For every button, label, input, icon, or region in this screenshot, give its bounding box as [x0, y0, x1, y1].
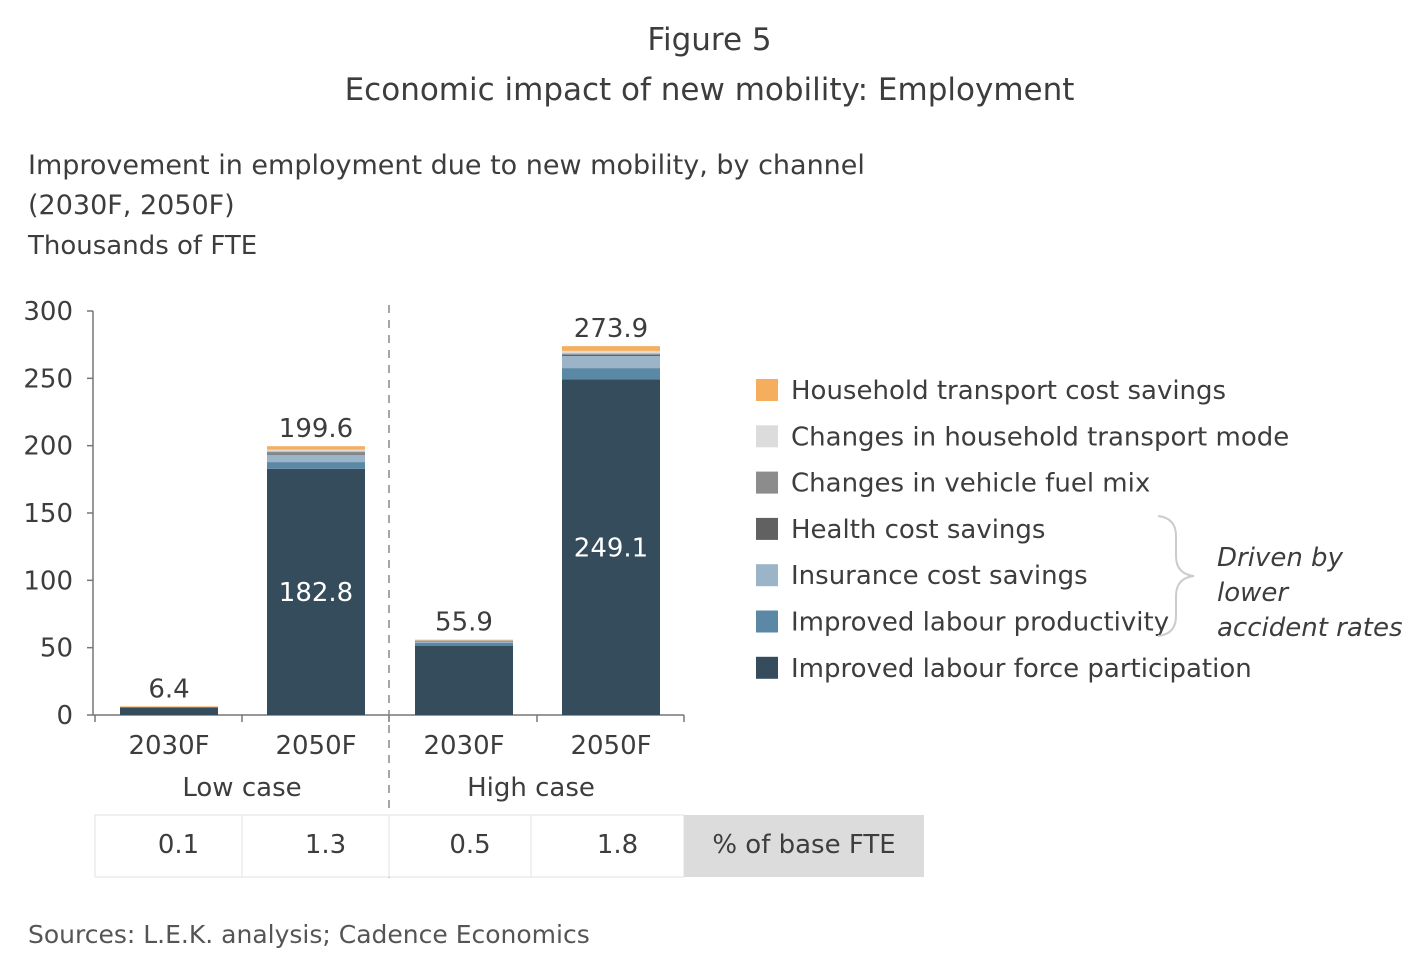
figure-label: Figure 5: [647, 22, 772, 58]
bar-segment-household-transport-cost-savings: [267, 446, 365, 450]
y-tick-label: 250: [23, 364, 73, 394]
x-tick-label: 2050F: [275, 731, 356, 761]
legend-label: Improved labour productivity: [791, 608, 1169, 638]
bar-segment-household-transport-cost-savings: [562, 346, 660, 351]
y-tick-label: 100: [23, 566, 73, 596]
pct-cell: 1.3: [305, 830, 346, 860]
legend-swatch: [756, 471, 778, 494]
legend-swatch: [756, 425, 778, 448]
bar-segment-household-transport-cost-savings: [415, 639, 513, 641]
bar-segment-improved-labour-force-participation: [562, 379, 660, 715]
bar-segment-improved-labour-force-participation: [120, 707, 218, 715]
legend-swatch: [756, 379, 778, 401]
group-label: Low case: [182, 773, 301, 803]
legend-swatch: [756, 656, 778, 679]
bar-inner-label: 182.8: [279, 578, 353, 608]
legend-label: Health cost savings: [791, 515, 1045, 545]
bar-total-label: 55.9: [435, 608, 493, 638]
bar-segment-improved-labour-productivity: [415, 642, 513, 646]
annotation-text: accident rates: [1217, 613, 1403, 643]
legend-label: Changes in household transport mode: [791, 422, 1289, 452]
bar-segment-changes-in-household-transport-mode: [415, 640, 513, 641]
legend-label: Household transport cost savings: [791, 376, 1226, 406]
legend-swatch: [756, 564, 778, 587]
legend-label: Insurance cost savings: [791, 561, 1088, 591]
pct-cell: 0.1: [158, 830, 199, 860]
bar-segment-insurance-cost-savings: [415, 640, 513, 643]
y-tick-label: 150: [23, 499, 73, 529]
units-label: Thousands of FTE: [28, 231, 258, 261]
bar-segment-improved-labour-force-participation: [267, 468, 365, 715]
bar-segment-household-transport-cost-savings: [120, 706, 218, 707]
legend-label: Improved labour force participation: [791, 654, 1252, 684]
bar-segment-improved-labour-productivity: [267, 462, 365, 469]
y-tick-label: 0: [56, 701, 73, 731]
legend-swatch: [756, 610, 778, 633]
pct-label: % of base FTE: [712, 830, 895, 860]
bar-segment-changes-in-vehicle-fuel-mix: [562, 353, 660, 355]
group-label: High case: [467, 773, 595, 803]
bar-segment-health-cost-savings: [267, 453, 365, 455]
pct-cell: 0.5: [449, 830, 490, 860]
chart-subtitle-years: (2030F, 2050F): [28, 190, 235, 221]
bar-segment-improved-labour-force-participation: [415, 645, 513, 715]
bar-segment-changes-in-household-transport-mode: [267, 449, 365, 452]
bar-total-label: 199.6: [279, 414, 353, 444]
bar-inner-label: 249.1: [574, 533, 648, 563]
y-tick-label: 200: [23, 432, 73, 462]
x-tick-label: 2030F: [128, 731, 209, 761]
x-tick-label: 2030F: [423, 731, 504, 761]
pct-label-cell: [684, 815, 924, 877]
bar-segment-insurance-cost-savings: [562, 355, 660, 369]
y-tick-label: 300: [23, 297, 73, 327]
x-tick-label: 2050F: [570, 731, 651, 761]
chart-subtitle: Improvement in employment due to new mob…: [28, 150, 865, 181]
bar-total-label: 6.4: [148, 674, 189, 704]
y-tick-label: 50: [40, 634, 73, 664]
bar-segment-improved-labour-productivity: [120, 707, 218, 708]
bar-segment-changes-in-household-transport-mode: [562, 350, 660, 354]
bar-segment-changes-in-vehicle-fuel-mix: [267, 451, 365, 454]
bar-total-label: 273.9: [574, 314, 648, 344]
pct-cell: 1.8: [597, 830, 638, 860]
legend-swatch: [756, 517, 778, 540]
source-note: Sources: L.E.K. analysis; Cadence Econom…: [28, 920, 590, 949]
annotation-text: Driven by: [1217, 543, 1344, 573]
bar-segment-improved-labour-productivity: [562, 368, 660, 380]
brace-icon: [1157, 515, 1195, 637]
bar-segment-health-cost-savings: [562, 354, 660, 356]
annotation-text: lower: [1217, 578, 1290, 608]
chart-title: Economic impact of new mobility: Employm…: [344, 72, 1075, 108]
legend-label: Changes in vehicle fuel mix: [791, 469, 1150, 499]
bar-segment-insurance-cost-savings: [267, 454, 365, 463]
